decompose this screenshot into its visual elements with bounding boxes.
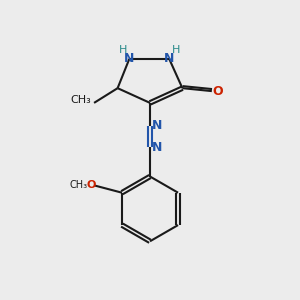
Text: H: H [119,45,127,55]
Text: N: N [152,119,163,132]
Text: N: N [124,52,135,65]
Text: O: O [86,180,96,190]
Text: H: H [171,45,180,55]
Text: N: N [164,52,174,65]
Text: O: O [212,85,223,98]
Text: CH₃: CH₃ [70,95,91,105]
Text: CH₃: CH₃ [70,180,88,190]
Text: N: N [152,141,163,154]
